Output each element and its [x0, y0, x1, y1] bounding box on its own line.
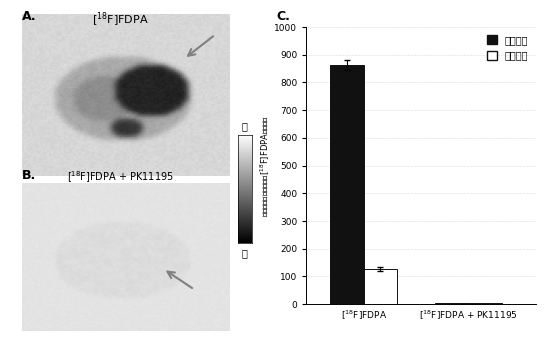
Text: C.: C. — [276, 10, 290, 23]
Text: $[^{18}$F]FDPA: $[^{18}$F]FDPA — [92, 10, 149, 28]
Text: 高: 高 — [242, 121, 248, 131]
Bar — [364, 269, 397, 304]
Text: B.: B. — [22, 169, 36, 182]
Legend: 缺血区域, 常规区域: 缺血区域, 常规区域 — [484, 32, 531, 64]
Text: $[^{18}$F]FDPA + PK11195: $[^{18}$F]FDPA + PK11195 — [67, 169, 174, 185]
Bar — [330, 65, 364, 304]
Text: 低: 低 — [242, 248, 248, 258]
Y-axis label: 结合在脑片单位面积上$[^{18}$F]FDPA的放射量: 结合在脑片单位面积上$[^{18}$F]FDPA的放射量 — [258, 115, 271, 217]
Text: A.: A. — [22, 10, 37, 23]
